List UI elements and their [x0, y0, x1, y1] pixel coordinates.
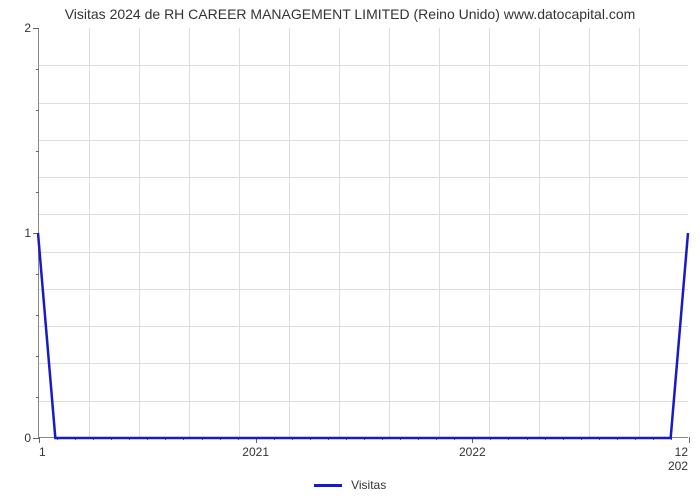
plot-area: 01220212022112 202 — [38, 28, 688, 438]
legend: Visitas — [0, 477, 700, 492]
y-tick-label: 2 — [24, 21, 31, 35]
x-tick — [689, 437, 690, 443]
x-edge-label-left: 1 — [39, 445, 46, 459]
y-tick-label: 1 — [24, 226, 31, 240]
chart-title: Visitas 2024 de RH CAREER MANAGEMENT LIM… — [0, 0, 700, 22]
x-tick-label: 2021 — [242, 445, 269, 459]
legend-swatch — [314, 484, 342, 487]
series-line — [38, 233, 688, 438]
x-edge-label-right: 12 202 — [668, 445, 688, 473]
legend-label: Visitas — [351, 478, 386, 492]
x-tick-label: 2022 — [459, 445, 486, 459]
y-tick-label: 0 — [24, 431, 31, 445]
line-layer — [38, 28, 688, 438]
